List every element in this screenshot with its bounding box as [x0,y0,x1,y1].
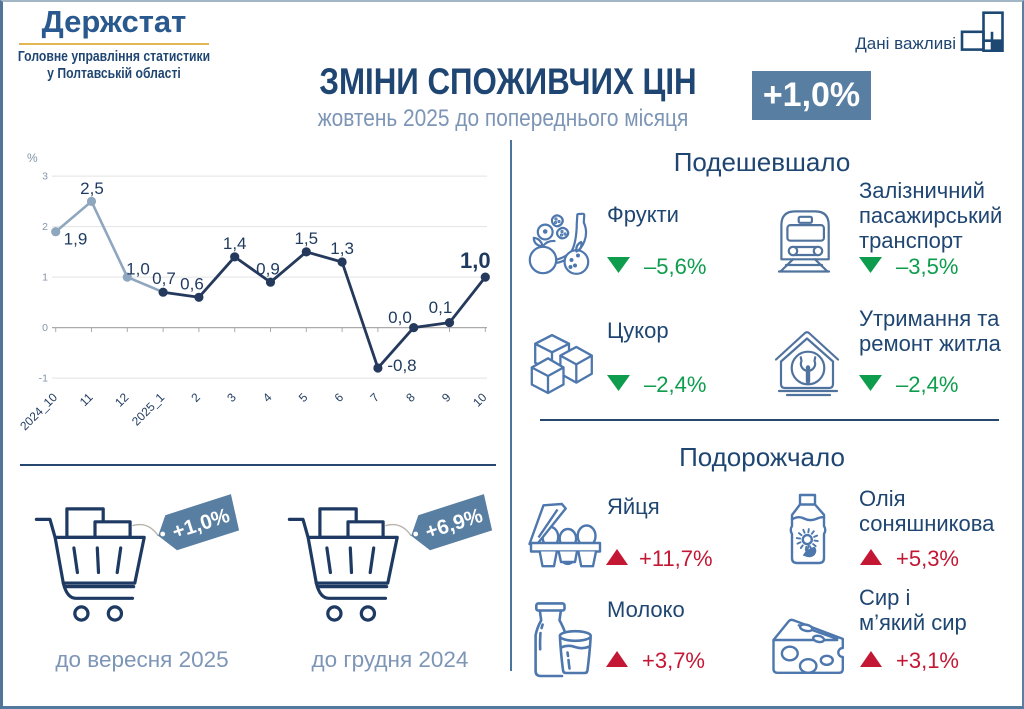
svg-text:1,0: 1,0 [126,260,150,279]
svg-text:2,5: 2,5 [80,179,104,198]
svg-text:-1: -1 [39,373,48,385]
svg-text:0: 0 [42,322,48,334]
svg-text:1,3: 1,3 [330,239,354,258]
svg-text:0,1: 0,1 [429,298,453,317]
svg-text:12: 12 [112,390,132,410]
svg-text:3: 3 [42,171,48,183]
svg-text:2025_1: 2025_1 [129,390,167,428]
svg-text:0,0: 0,0 [388,308,412,327]
svg-text:%: % [27,151,38,165]
svg-text:0,9: 0,9 [256,259,280,278]
svg-text:1,5: 1,5 [294,229,318,248]
svg-text:-0,8: -0,8 [387,356,416,375]
svg-text:2: 2 [42,221,48,233]
svg-text:1,4: 1,4 [223,234,247,253]
svg-text:7: 7 [367,390,382,405]
svg-text:2: 2 [188,390,203,405]
svg-text:4: 4 [260,390,275,405]
svg-text:8: 8 [403,390,418,405]
svg-text:11: 11 [77,390,96,409]
svg-text:0,6: 0,6 [180,275,204,294]
svg-text:5: 5 [296,390,311,405]
svg-text:6: 6 [332,390,347,405]
svg-text:1: 1 [42,272,48,284]
svg-text:9: 9 [439,390,454,405]
svg-text:1,9: 1,9 [64,230,88,249]
svg-text:2024_10: 2024_10 [17,390,60,433]
svg-text:10: 10 [470,390,490,410]
svg-text:1,0: 1,0 [460,248,491,273]
svg-text:0,7: 0,7 [152,269,176,288]
svg-text:3: 3 [224,390,239,405]
